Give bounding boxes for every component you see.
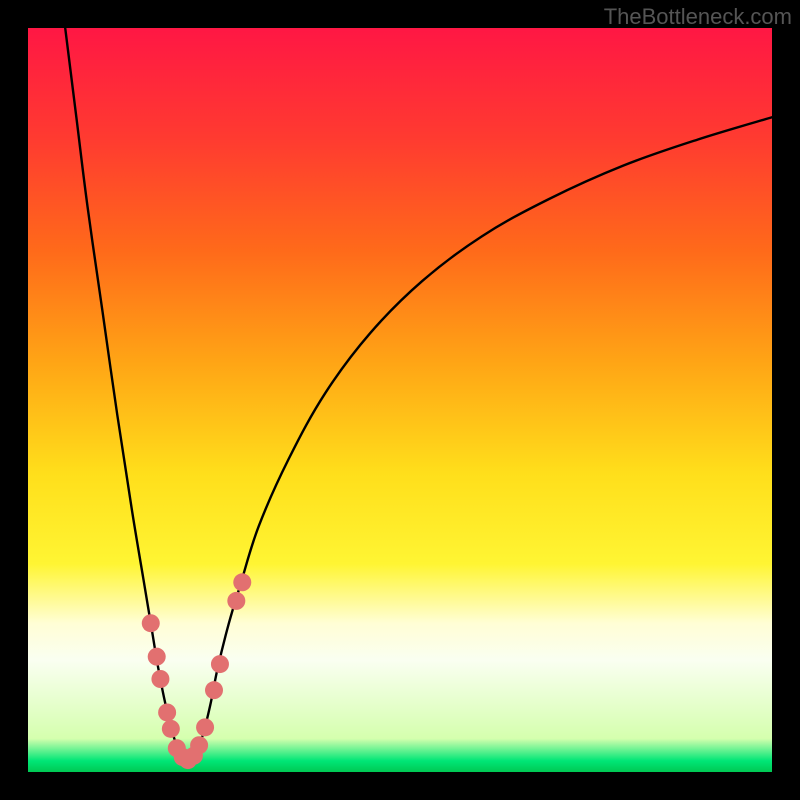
data-marker — [151, 670, 169, 688]
data-marker — [190, 736, 208, 754]
data-marker — [162, 720, 180, 738]
data-marker — [148, 648, 166, 666]
data-marker — [142, 614, 160, 632]
data-marker — [211, 655, 229, 673]
bottleneck-curve-chart — [28, 28, 772, 772]
chart-container: TheBottleneck.com — [0, 0, 800, 800]
attribution-text: TheBottleneck.com — [604, 4, 792, 30]
gradient-background — [28, 28, 772, 772]
data-marker — [227, 592, 245, 610]
data-marker — [196, 718, 214, 736]
data-marker — [233, 573, 251, 591]
data-marker — [158, 703, 176, 721]
plot-area — [28, 28, 772, 772]
data-marker — [205, 681, 223, 699]
